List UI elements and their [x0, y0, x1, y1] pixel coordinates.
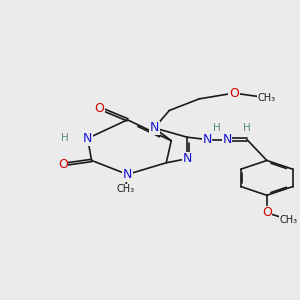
- Text: CH₃: CH₃: [258, 93, 276, 103]
- Text: H: H: [243, 123, 251, 133]
- Text: N: N: [123, 168, 132, 181]
- Text: N: N: [222, 133, 232, 146]
- Text: O: O: [262, 206, 272, 219]
- Text: N: N: [83, 132, 92, 145]
- Text: O: O: [229, 87, 239, 100]
- Text: H: H: [213, 123, 221, 133]
- Text: N: N: [202, 133, 212, 146]
- Text: CH₃: CH₃: [280, 215, 298, 225]
- Text: N: N: [182, 152, 192, 165]
- Text: H: H: [61, 134, 69, 143]
- Text: O: O: [58, 158, 68, 171]
- Text: O: O: [94, 102, 104, 115]
- Text: N: N: [150, 122, 159, 134]
- Text: CH₃: CH₃: [116, 184, 134, 194]
